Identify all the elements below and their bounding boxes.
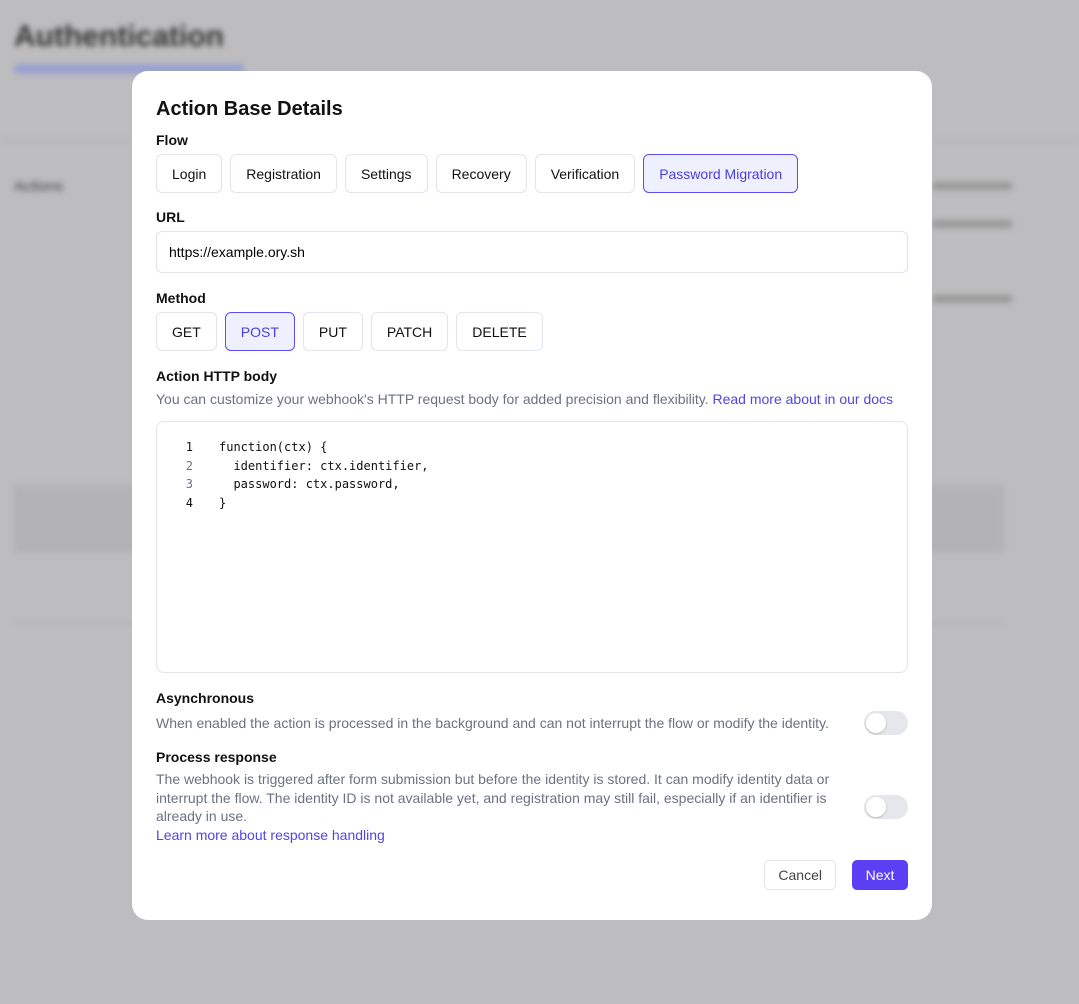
docs-link[interactable]: Read more about in our docs [712,391,894,407]
method-post-button[interactable]: POST [224,312,295,351]
async-label: Asynchronous [156,690,255,706]
side-text [932,182,1012,190]
modal-title: Action Base Details [156,98,343,120]
code-line: 2 identifier: ctx.identifier, [157,457,907,476]
flow-selector: Login Registration Settings Recovery Verific… [156,154,799,193]
section-title: Actions [14,178,64,195]
line-number: 1 [185,440,193,455]
options-section: Asynchronous When enabled the action is … [156,690,908,890]
flow-password-migration-button[interactable]: Password Migration [643,154,799,193]
line-number: 4 [185,495,193,510]
line-number: 3 [185,477,193,492]
process-response-toggle[interactable] [864,795,908,819]
flow-login-button[interactable]: Login [156,154,223,193]
flow-registration-button[interactable]: Registration [230,154,337,193]
method-patch-button[interactable]: PATCH [370,312,449,351]
code-text: identifier: ctx.identifier, [219,458,429,473]
method-delete-button[interactable]: DELETE [456,312,543,351]
action-details-modal: Action Base Details Flow Login Registrati… [132,71,932,920]
code-editor[interactable]: 1 function(ctx) { 2 identifier: ctx.identi… [156,421,908,673]
flow-verification-button[interactable]: Verification [534,154,636,193]
code-line: 4} [157,494,907,513]
process-label: Process response [156,749,277,765]
page-title: Authentication [14,20,224,53]
line-number: 2 [185,458,193,473]
code-text: password: ctx.password, [219,477,400,492]
code-line: 1 function(ctx) { [157,438,907,457]
side-text [932,295,1012,303]
method-label: Method [156,290,206,306]
method-get-button[interactable]: GET [156,312,217,351]
process-description: The webhook is triggered after form subm… [156,771,830,824]
next-button[interactable]: Next [852,860,908,890]
side-text [932,220,1012,228]
async-toggle[interactable] [864,711,908,735]
method-put-button[interactable]: PUT [302,312,363,351]
cancel-button[interactable]: Cancel [764,860,836,890]
async-description: When enabled the action is processed in … [156,714,829,731]
url-input[interactable] [156,231,908,273]
body-label: Action HTTP body [156,368,278,384]
code-line: 3 password: ctx.password, [157,475,907,494]
code-text: function(ctx) { [219,440,328,455]
response-handling-link[interactable]: Learn more about response handling [156,826,385,843]
flow-recovery-button[interactable]: Recovery [435,154,527,193]
url-label: URL [156,209,185,225]
body-description: You can customize your webhook's HTTP re… [156,391,709,407]
flow-settings-button[interactable]: Settings [344,154,428,193]
breadcrumb [14,64,244,74]
method-selector: GET POST PUT PATCH DELETE [156,312,543,351]
code-text: } [219,495,227,510]
flow-label: Flow [156,132,188,148]
